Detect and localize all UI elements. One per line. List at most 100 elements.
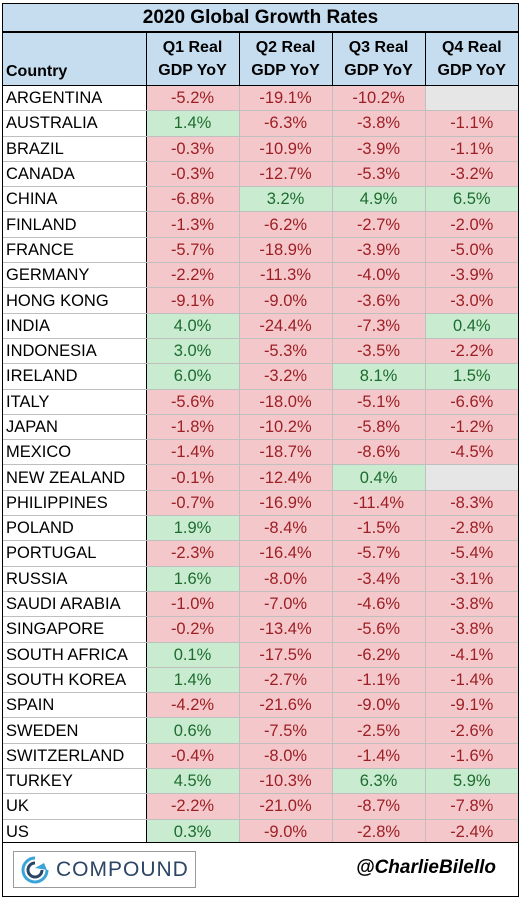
table-row: PHILIPPINES -0.7% -16.9% -11.4% -8.3%: [3, 489, 518, 517]
table-row: IRELAND 6.0% -3.2% 8.1% 1.5%: [3, 363, 518, 390]
gdp-value-cell: -1.1%: [424, 135, 518, 162]
column-header-country: Country: [3, 32, 147, 86]
gdp-value-cell: -10.9%: [238, 135, 333, 162]
gdp-value-cell: -5.3%: [238, 337, 333, 365]
gdp-value-cell: -1.3%: [145, 211, 240, 238]
country-cell: INDIA: [3, 312, 147, 339]
growth-table: Country Q1 Real GDP YoY Q2 Real GDP YoY …: [3, 32, 518, 845]
table-body: ARGENTINA -5.2% -19.1% -10.2% AUSTRALIA 1.4% -…: [3, 84, 518, 845]
gdp-value-cell: -4.5%: [424, 439, 518, 466]
gdp-value-cell: -3.6%: [331, 287, 426, 314]
gdp-value-cell: -3.4%: [331, 565, 426, 592]
gdp-value-cell: -3.9%: [424, 262, 518, 289]
gdp-value-cell: -5.6%: [331, 616, 426, 643]
gdp-value-cell: -1.1%: [331, 666, 426, 694]
gdp-value-cell: -2.4%: [424, 818, 518, 845]
table-row: PORTUGAL -2.3% -16.4% -5.7% -5.4%: [3, 540, 518, 567]
gdp-value-cell: -1.8%: [145, 413, 240, 441]
gdp-value-cell: -18.9%: [238, 236, 333, 264]
gdp-value-cell: -3.5%: [331, 337, 426, 365]
table-row: AUSTRALIA 1.4% -6.3% -3.8% -1.1%: [3, 110, 518, 137]
country-cell: SINGAPORE: [3, 616, 147, 643]
gdp-value-cell: -1.4%: [331, 742, 426, 770]
gdp-value-cell: -7.3%: [331, 312, 426, 339]
table-row: INDIA 4.0% -24.4% -7.3% 0.4%: [3, 312, 518, 339]
gdp-value-cell: -10.3%: [238, 768, 333, 795]
gdp-value-cell: 6.0%: [145, 363, 240, 390]
country-cell: SPAIN: [3, 692, 147, 719]
gdp-value-cell: -7.5%: [238, 717, 333, 744]
gdp-value-cell: -3.8%: [424, 616, 518, 643]
gdp-value-cell: -4.2%: [145, 692, 240, 719]
country-cell: GERMANY: [3, 262, 147, 289]
gdp-value-cell: -8.4%: [238, 515, 333, 542]
gdp-value-cell: -9.1%: [424, 692, 518, 719]
gdp-value-cell: -2.0%: [424, 211, 518, 238]
country-cell: CHINA: [3, 186, 147, 213]
table-row: NEW ZEALAND -0.1% -12.4% 0.4%: [3, 464, 518, 491]
country-cell: FINLAND: [3, 211, 147, 238]
country-cell: POLAND: [3, 515, 147, 542]
gdp-value-cell: -12.7%: [238, 160, 333, 188]
gdp-value-cell: -3.2%: [424, 160, 518, 188]
gdp-value-cell: -6.2%: [331, 641, 426, 668]
gdp-value-cell: -10.2%: [331, 84, 426, 112]
table-row: HONG KONG -9.1% -9.0% -3.6% -3.0%: [3, 287, 518, 314]
country-cell: BRAZIL: [3, 135, 147, 162]
gdp-value-cell: -1.5%: [331, 515, 426, 542]
gdp-value-cell: 1.5%: [424, 363, 518, 390]
logo-text: COMPOUND: [56, 858, 189, 881]
gdp-value-cell: -19.1%: [238, 84, 333, 112]
country-cell: MEXICO: [3, 439, 147, 466]
column-header-q1: Q1 Real GDP YoY: [145, 32, 240, 86]
gdp-value-cell: -2.6%: [424, 717, 518, 744]
gdp-value-cell: -2.7%: [238, 666, 333, 694]
gdp-value-cell: -18.7%: [238, 439, 333, 466]
gdp-value-cell: -3.8%: [331, 110, 426, 137]
gdp-value-cell: -3.9%: [331, 236, 426, 264]
gdp-value-cell: -7.8%: [424, 793, 518, 820]
gdp-value-cell: -9.0%: [238, 818, 333, 845]
country-cell: ITALY: [3, 388, 147, 415]
column-header-line-1: Q4 Real: [441, 39, 502, 56]
country-cell: TURKEY: [3, 768, 147, 795]
gdp-value-cell: -2.8%: [424, 515, 518, 542]
gdp-value-cell: -6.2%: [238, 211, 333, 238]
gdp-value-cell: -3.2%: [238, 363, 333, 390]
gdp-value-cell: 1.6%: [145, 565, 240, 592]
gdp-value-cell: 6.3%: [331, 768, 426, 795]
gdp-value-cell: -9.0%: [238, 287, 333, 314]
column-header-q4: Q4 Real GDP YoY: [424, 32, 518, 86]
gdp-value-cell: [424, 464, 518, 491]
table-title: 2020 Global Growth Rates: [3, 4, 518, 32]
country-cell: SWITZERLAND: [3, 742, 147, 770]
table-row: UK -2.2% -21.0% -8.7% -7.8%: [3, 793, 518, 820]
column-header-line-1: Q1 Real: [162, 39, 223, 56]
gdp-value-cell: 4.0%: [145, 312, 240, 339]
gdp-value-cell: -8.3%: [424, 489, 518, 517]
country-cell: SOUTH AFRICA: [3, 641, 147, 668]
gdp-value-cell: -8.0%: [238, 742, 333, 770]
gdp-value-cell: -6.3%: [238, 110, 333, 137]
gdp-value-cell: -3.1%: [424, 565, 518, 592]
country-cell: JAPAN: [3, 413, 147, 441]
country-cell: ARGENTINA: [3, 84, 147, 112]
gdp-value-cell: -5.8%: [331, 413, 426, 441]
gdp-value-cell: 8.1%: [331, 363, 426, 390]
gdp-value-cell: -5.6%: [145, 388, 240, 415]
gdp-value-cell: 0.4%: [331, 464, 426, 491]
table-row: SWEDEN 0.6% -7.5% -2.5% -2.6%: [3, 717, 518, 744]
gdp-value-cell: 3.2%: [238, 186, 333, 213]
gdp-value-cell: -4.6%: [331, 590, 426, 618]
gdp-value-cell: -0.7%: [145, 489, 240, 517]
table-row: CHINA -6.8% 3.2% 4.9% 6.5%: [3, 186, 518, 213]
table-row: CANADA -0.3% -12.7% -5.3% -3.2%: [3, 160, 518, 188]
table-row: INDONESIA 3.0% -5.3% -3.5% -2.2%: [3, 337, 518, 365]
table-row: US 0.3% -9.0% -2.8% -2.4%: [3, 818, 518, 845]
gdp-value-cell: -21.6%: [238, 692, 333, 719]
gdp-value-cell: -0.1%: [145, 464, 240, 491]
table-row: FINLAND -1.3% -6.2% -2.7% -2.0%: [3, 211, 518, 238]
column-header-line-2: GDP YoY: [437, 62, 506, 79]
gdp-value-cell: -21.0%: [238, 793, 333, 820]
gdp-value-cell: -7.0%: [238, 590, 333, 618]
